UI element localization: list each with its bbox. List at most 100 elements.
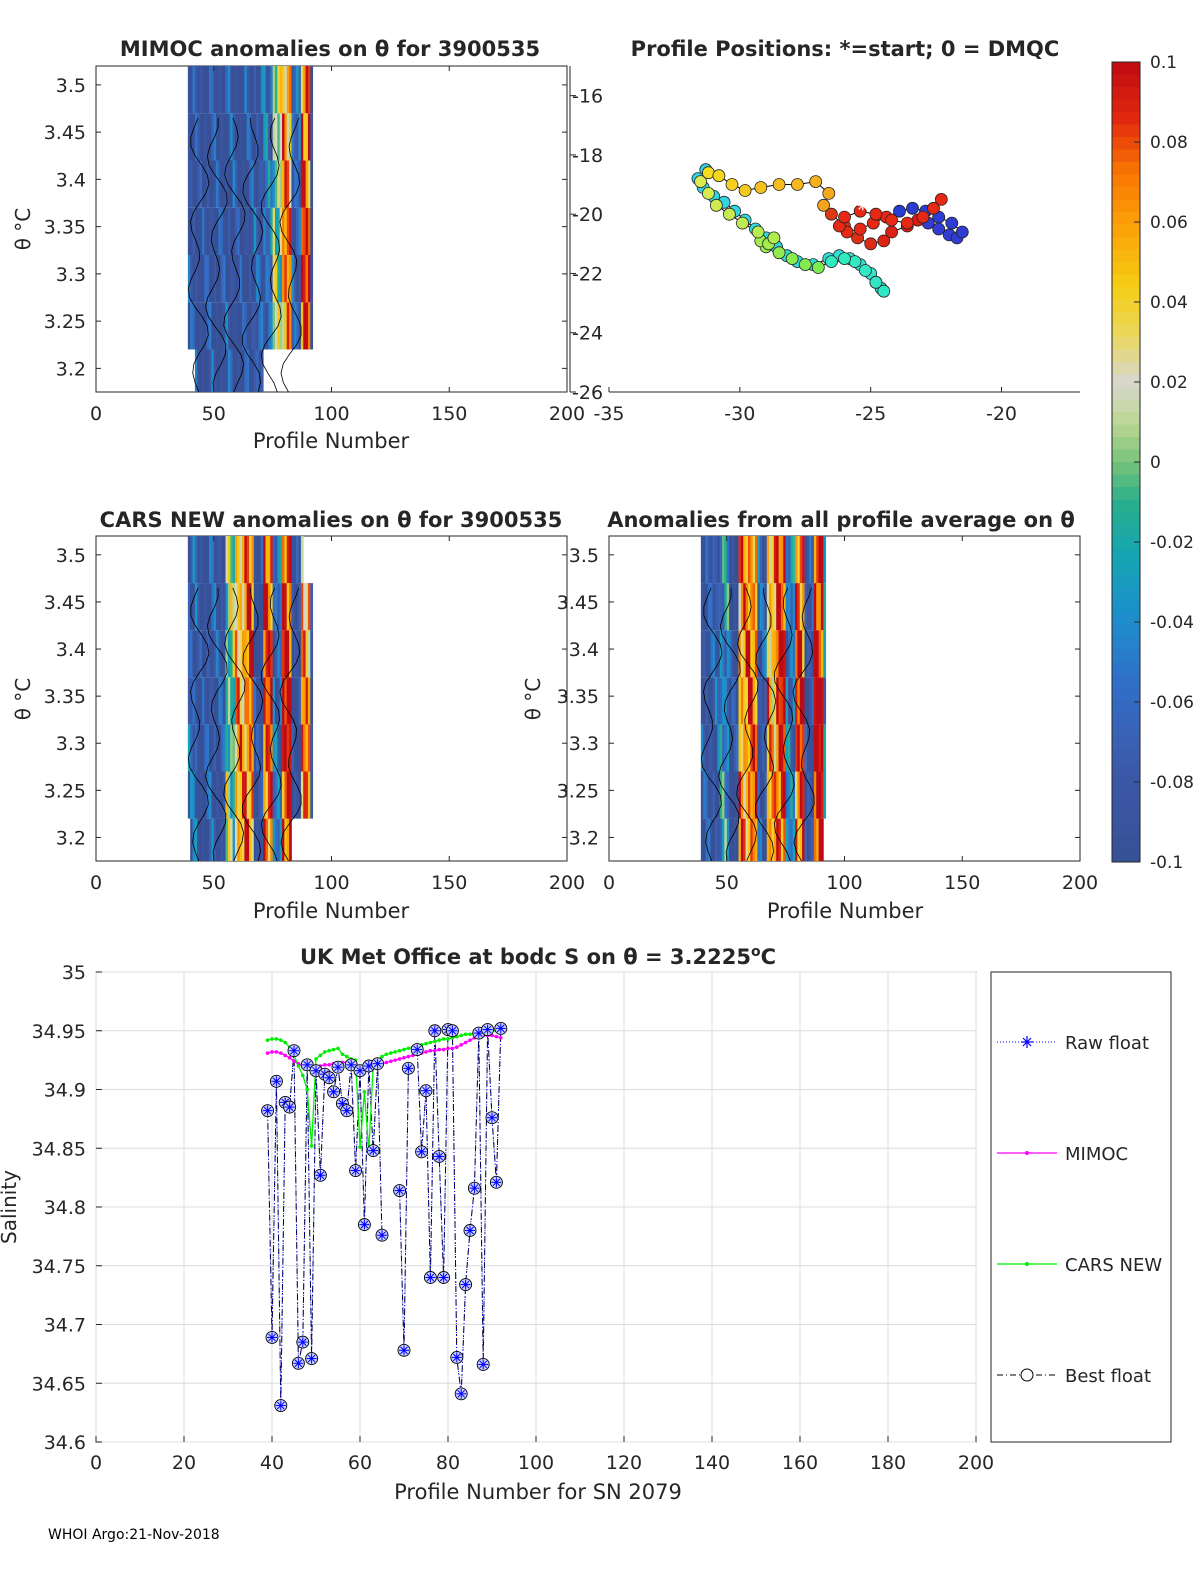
heatmap-cell <box>811 677 815 725</box>
heatmap-cell <box>267 677 271 725</box>
cars-xlabel: Profile Number <box>253 899 410 923</box>
heatmap-cell <box>790 724 794 772</box>
cars-new-point <box>345 1054 349 1059</box>
heatmap-cell <box>253 302 257 350</box>
mimoc-point <box>494 1034 499 1039</box>
heatmap-cell <box>816 677 819 725</box>
heatmap-cell <box>811 724 815 772</box>
heatmap-cell <box>258 818 262 861</box>
heatmap-cell <box>289 66 292 114</box>
colorbar-band <box>1112 87 1140 100</box>
position-marker <box>817 198 830 212</box>
heatmap-cell <box>769 677 772 725</box>
heatmap-cell <box>204 724 208 772</box>
heatmap-cell <box>246 583 250 631</box>
heatmap-cell <box>251 583 255 631</box>
heatmap-cell <box>192 677 196 725</box>
heatmap-cell <box>717 677 721 725</box>
heatmap-cell <box>190 630 193 678</box>
salinity-series <box>261 1021 508 1413</box>
heatmap-cell <box>220 302 224 350</box>
colorbar-band <box>1112 524 1140 538</box>
heatmap-cell <box>787 536 791 584</box>
allavg-title: Anomalies from all profile average on θ <box>607 508 1075 532</box>
heatmap-cell <box>733 630 737 678</box>
heatmap-cell <box>298 113 302 161</box>
heatmap-cell <box>719 677 723 725</box>
heatmap-cell <box>795 677 798 725</box>
heatmap-cell <box>218 349 222 392</box>
heatmap-cell <box>223 583 226 631</box>
heatmap-cell <box>752 771 756 819</box>
contour-line <box>755 587 777 861</box>
heatmap-cell <box>769 724 772 772</box>
position-marker <box>725 178 739 191</box>
heatmap-cell <box>310 583 314 631</box>
heatmap-cell <box>291 583 295 631</box>
start-marker <box>857 200 868 211</box>
position-marker <box>772 246 786 260</box>
heatmap-cell <box>279 724 283 772</box>
heatmap-cell <box>206 302 210 350</box>
heatmap-cell <box>211 724 215 772</box>
positions-track <box>691 163 969 298</box>
best-float-point <box>327 1085 341 1099</box>
heatmap-cell <box>225 160 229 208</box>
heatmap-cell <box>776 583 779 631</box>
legend-label: Raw float <box>1065 1033 1149 1054</box>
heatmap-cell <box>270 677 274 725</box>
heatmap-cell <box>211 771 215 819</box>
heatmap-cell <box>726 536 730 584</box>
heatmap-cell <box>213 724 217 772</box>
colorbar-tick-label: 0 <box>1150 453 1161 473</box>
heatmap-cell <box>237 113 241 161</box>
heatmap-cell <box>738 677 742 725</box>
heatmap-cell <box>274 536 278 584</box>
heatmap-cell <box>260 349 264 392</box>
heatmap-cell <box>291 113 295 161</box>
heatmap-cell <box>223 771 226 819</box>
heatmap-cell <box>187 536 191 584</box>
heatmap-cell <box>284 302 288 350</box>
heatmap-cell <box>246 724 250 772</box>
heatmap-cell <box>237 771 241 819</box>
heatmap-cell <box>296 113 299 161</box>
heatmap-cell <box>237 349 241 392</box>
heatmap-cell <box>797 536 801 584</box>
heatmap-cell <box>256 207 259 255</box>
heatmap-cell <box>211 254 215 303</box>
position-marker <box>822 186 836 200</box>
heatmap-cell <box>733 536 737 584</box>
heatmap-cell <box>206 818 210 861</box>
heatmap-cell <box>712 771 716 819</box>
x-tick-label: 100 <box>313 872 349 894</box>
heatmap-cell <box>201 349 205 392</box>
heatmap-cell <box>237 536 241 584</box>
heatmap-cell <box>256 113 259 161</box>
heatmap-cell <box>802 630 805 678</box>
heatmap-cell <box>274 66 278 114</box>
heatmap-cell <box>736 630 739 678</box>
heatmap-cell <box>232 536 236 584</box>
heatmap-cell <box>253 254 257 303</box>
heatmap-cell <box>258 583 262 631</box>
heatmap-cell <box>274 771 278 819</box>
heatmap-cell <box>216 536 219 584</box>
heatmap-cell <box>289 724 292 772</box>
heatmap-cell <box>799 536 803 584</box>
heatmap-cell <box>289 160 292 208</box>
colorbar-band <box>1112 237 1140 250</box>
heatmap-cell <box>230 349 233 392</box>
heatmap-cell <box>277 207 281 255</box>
heatmap-cell <box>778 583 782 631</box>
best-float-point <box>322 1071 336 1085</box>
heatmap-cell <box>192 724 196 772</box>
y-tick-label: -16 <box>572 86 603 108</box>
legend-items: Raw float MIMOC CARS NEW Best float <box>997 1033 1162 1387</box>
heatmap-cell <box>192 207 196 255</box>
heatmap-cell <box>225 583 229 631</box>
best-float-point <box>432 1150 446 1163</box>
heatmap-cell <box>216 207 219 255</box>
heatmap-cell <box>799 771 803 819</box>
best-float-point <box>428 1024 442 1038</box>
